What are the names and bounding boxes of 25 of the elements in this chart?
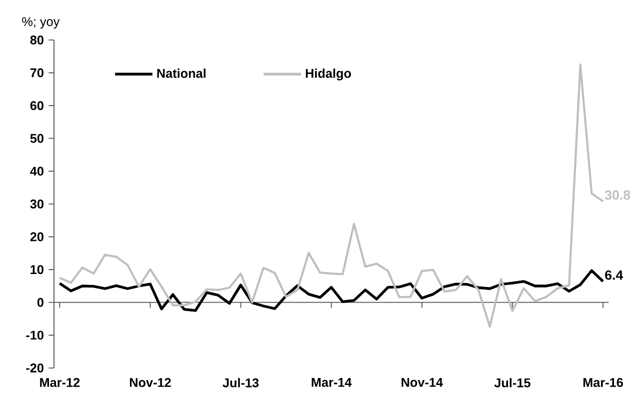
x-tick-label: Jul-13 [222,378,259,388]
x-tick-label: Mar-14 [312,378,352,387]
y-tick-label: -10 [26,330,44,340]
x-tick-label: Mar-12 [40,378,80,387]
x-tick-label: Nov-12 [130,378,171,387]
x-tick-label: Nov-14 [402,378,443,387]
y-tick-label: 0 [37,298,44,307]
legend-label: Hidalgo [306,68,351,80]
y-tick-label: -20 [26,364,44,372]
y-axis-title: %; yoy [22,17,60,29]
y-tick-label: 10 [30,265,44,274]
x-tick-label: Mar-16 [583,378,623,387]
annotation: 30.8 [604,190,630,200]
y-tick-label: 50 [30,134,44,143]
y-tick-label: 80 [30,36,44,44]
y-tick-label: 20 [30,232,44,242]
y-tick-label: 40 [30,166,44,176]
y-tick-label: 70 [30,68,44,78]
line-series [58,269,604,312]
line-series [58,64,604,328]
y-tick-label: 30 [30,199,44,208]
x-tick-label: Jul-15 [494,378,530,388]
y-tick-label: 60 [30,101,44,110]
legend-label: National [157,68,206,78]
annotation: 6.4 [605,270,624,280]
